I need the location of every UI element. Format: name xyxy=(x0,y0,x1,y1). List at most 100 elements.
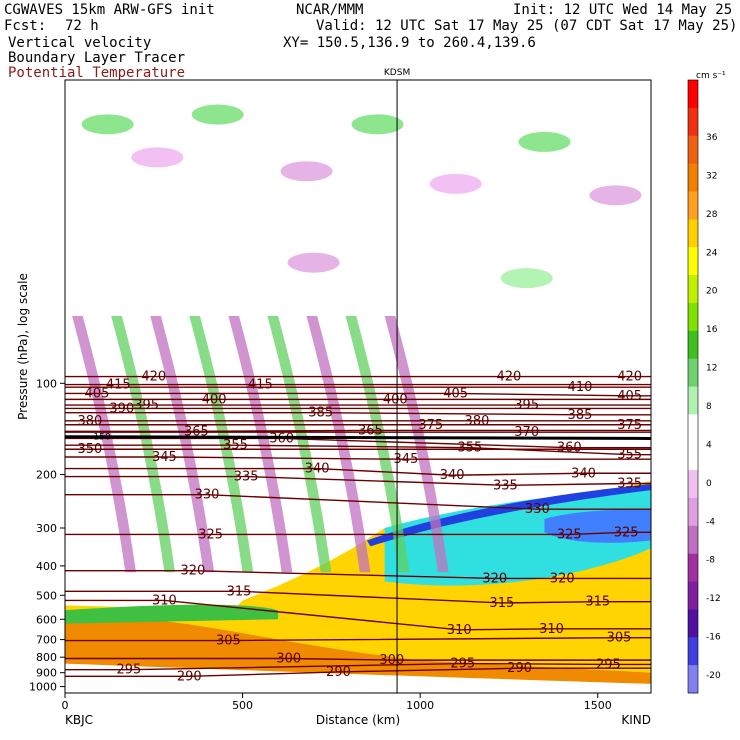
theta-label: 345 xyxy=(394,452,419,467)
theta-contour-290 xyxy=(65,667,651,678)
theta-label: 355 xyxy=(457,441,482,456)
green-band xyxy=(65,604,279,624)
colorbar-swatch xyxy=(688,470,698,499)
colorbar-tick-label: -4 xyxy=(706,517,715,527)
colorbar-tick-label: -16 xyxy=(706,633,721,643)
left-station-label: KBJC xyxy=(65,713,93,727)
colorbar-swatch xyxy=(688,302,698,332)
theta-label: 300 xyxy=(276,651,301,666)
theta-label: 315 xyxy=(489,596,514,611)
colorbar-swatch xyxy=(688,191,698,220)
colorbar-swatch xyxy=(688,525,698,555)
wave-streak xyxy=(384,316,449,573)
y-tick-label: 700 xyxy=(36,634,57,647)
theta-label: 405 xyxy=(85,386,110,401)
theta-contour-325 xyxy=(65,531,651,536)
theta-label: 350 xyxy=(77,442,102,457)
colorbar-tick-label: -12 xyxy=(706,594,721,604)
theta-label: 320 xyxy=(180,564,205,579)
theta-label: 365 xyxy=(358,423,383,438)
forecast-hours: 72 h xyxy=(65,18,99,34)
theta-label: 290 xyxy=(326,665,351,680)
theta-label: 360 xyxy=(269,431,294,446)
colorbar-swatch xyxy=(688,414,698,443)
x-tick-label: 1500 xyxy=(584,699,612,712)
wave-streak xyxy=(189,316,254,573)
theta-label: 355 xyxy=(617,448,642,463)
theta-label: 400 xyxy=(383,392,408,407)
theta-label: 325 xyxy=(557,527,582,542)
x-tick-label: 500 xyxy=(232,699,253,712)
theta-label: 420 xyxy=(497,370,522,385)
colorbar-swatch xyxy=(688,358,698,387)
theta-label: 415 xyxy=(106,378,131,393)
colorbar-swatch xyxy=(688,581,698,610)
theta-label: 400 xyxy=(202,392,227,407)
theta-label: 320 xyxy=(482,571,507,586)
theta-label: 310 xyxy=(447,623,472,638)
y-tick-label: 1000 xyxy=(29,681,57,694)
colorbar-swatch xyxy=(688,135,698,165)
theta-contour-335 xyxy=(65,475,651,487)
theta-label: 310 xyxy=(152,593,177,608)
colorbar-swatch xyxy=(688,442,698,471)
forecast-label: Fcst: xyxy=(4,18,47,34)
colorbar-swatch xyxy=(688,637,698,666)
colorbar-swatch xyxy=(688,609,698,638)
theta-contour-355 xyxy=(65,444,651,456)
wave-streak xyxy=(150,316,215,573)
wave-blob xyxy=(131,147,184,168)
theta-label: 405 xyxy=(443,386,468,401)
wave-streak xyxy=(72,316,137,573)
valid-time: Valid: 12 UTC Sat 17 May 25 (07 CDT Sat … xyxy=(316,18,738,34)
x-axis-label: Distance (km) xyxy=(316,713,400,727)
wave-streak xyxy=(228,316,293,573)
colorbar-frame xyxy=(687,79,699,694)
theta-contour-365 xyxy=(65,429,651,433)
init-time: Init: 12 UTC Wed 14 May 25 xyxy=(513,2,733,18)
colorbar-swatch xyxy=(688,330,698,360)
wave-blob xyxy=(351,114,404,135)
theta-label: 360 xyxy=(557,441,582,456)
wave-streak xyxy=(267,316,332,573)
theta-label: 290 xyxy=(507,661,532,676)
theta-label: 380 xyxy=(465,414,490,429)
y-tick-label: 900 xyxy=(36,667,57,680)
colorbar-swatch xyxy=(688,107,698,137)
theta-label: 395 xyxy=(134,398,159,413)
colorbar-tick-label: -20 xyxy=(706,671,721,681)
theta-label: 315 xyxy=(227,584,252,599)
colorbar-tick-label: 16 xyxy=(706,325,718,335)
theta-label: 395 xyxy=(514,398,539,413)
theta-label: 290 xyxy=(177,669,202,684)
model-title: CGWAVES 15km ARW-GFS init xyxy=(4,2,215,18)
marker-station-label: KDSM xyxy=(384,68,410,78)
colorbar-tick-label: 32 xyxy=(706,171,717,181)
theta-label: 335 xyxy=(617,476,642,491)
colorbar-tick-label: 28 xyxy=(706,210,718,220)
colorbar-swatch xyxy=(688,386,698,415)
theta-contour-340 xyxy=(65,467,651,476)
theta-contour-305 xyxy=(65,636,651,642)
y-tick-label: 600 xyxy=(36,613,57,626)
theta-label: 355 xyxy=(223,438,248,453)
colorbar-swatch xyxy=(688,163,698,192)
cyan-region xyxy=(384,487,651,586)
plot-frame xyxy=(64,79,652,694)
theta-label: 405 xyxy=(617,389,642,404)
theta-label: 420 xyxy=(141,370,166,385)
theta-label: 305 xyxy=(607,631,632,646)
colorbar-tick-label: 4 xyxy=(706,440,712,450)
theta-label: 315 xyxy=(585,595,610,610)
wave-streak xyxy=(345,316,410,573)
wave-blob xyxy=(81,114,134,135)
wave-blob xyxy=(429,173,482,194)
theta-label: 320 xyxy=(550,571,575,586)
theta-label: 330 xyxy=(525,502,550,517)
y-tick-label: 200 xyxy=(36,469,57,482)
y-tick-label: 100 xyxy=(36,377,57,390)
theta-label: 415 xyxy=(248,378,273,393)
theta-contour-345 xyxy=(65,456,651,460)
wave-blob xyxy=(589,185,642,206)
